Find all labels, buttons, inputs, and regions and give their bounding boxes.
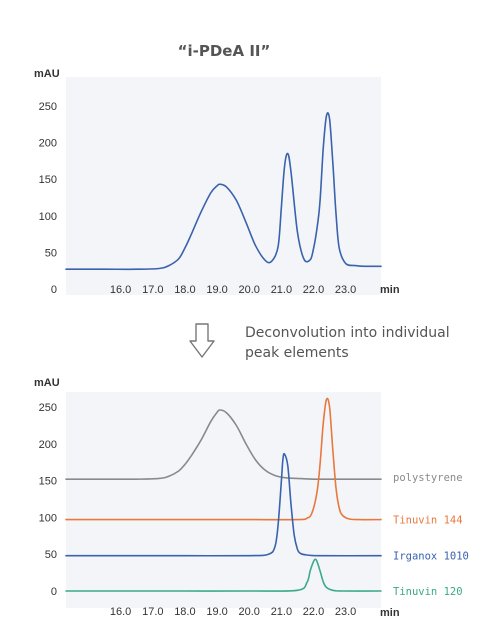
x-tick-label: 23.0 (335, 284, 356, 296)
y-tick-label: 100 (39, 512, 57, 524)
series-label: Irganox 1010 (393, 551, 469, 563)
x-tick-label: 21.0 (271, 606, 292, 618)
x-tick-label: 17.0 (142, 606, 163, 618)
y-tick-label: 150 (39, 174, 57, 186)
series-line (65, 409, 382, 481)
top-x-unit-label: min (380, 284, 400, 296)
x-tick-label: 16.0 (110, 606, 131, 618)
series-line (65, 112, 382, 271)
x-tick-label: 21.0 (271, 284, 292, 296)
annotation-line-2: peak elements (245, 345, 349, 361)
y-tick-label: 200 (39, 439, 57, 451)
x-tick-label: 17.0 (142, 284, 163, 296)
x-tick-label: 19.0 (206, 606, 227, 618)
top-y-ticks: 0 50 100 150 200 250 (39, 101, 57, 296)
bottom-series-labels: polystyrene Tinuvin 144 Irganox 1010 Tinuvi… (393, 472, 469, 598)
down-arrow-icon (189, 323, 215, 358)
bottom-y-unit-label: mAU (34, 377, 60, 389)
annotation-line-1: Deconvolution into individual (245, 325, 450, 341)
x-tick-label: 20.0 (238, 284, 259, 296)
y-tick-label: 100 (39, 211, 57, 223)
series-label: Tinuvin 144 (393, 515, 463, 527)
y-tick-label: 150 (39, 476, 57, 488)
x-tick-label: 20.0 (238, 606, 259, 618)
bottom-x-ticks: 16.0 17.0 18.0 19.0 20.0 21.0 22.0 23.0 (110, 606, 356, 618)
series-label: Tinuvin 120 (393, 586, 463, 598)
y-tick-label: 250 (39, 402, 57, 414)
x-tick-label: 23.0 (335, 606, 356, 618)
y-tick-label: 50 (45, 247, 57, 259)
x-tick-label: 19.0 (206, 284, 227, 296)
y-tick-label: 0 (51, 284, 57, 296)
bottom-plot-area (66, 392, 381, 608)
top-chart-title: “i-PDeA II” (178, 42, 271, 60)
x-tick-label: 16.0 (110, 284, 131, 296)
series-line (65, 452, 382, 557)
bottom-series-lines (65, 397, 382, 592)
series-label: polystyrene (393, 472, 463, 484)
x-tick-label: 22.0 (303, 284, 324, 296)
y-tick-label: 0 (51, 586, 57, 598)
top-y-unit-label: mAU (34, 68, 60, 80)
top-series-lines (65, 112, 382, 271)
x-tick-label: 22.0 (303, 606, 324, 618)
series-line (65, 558, 382, 592)
y-tick-label: 50 (45, 549, 57, 561)
x-tick-label: 18.0 (174, 606, 195, 618)
series-line (65, 397, 382, 521)
x-tick-label: 18.0 (174, 284, 195, 296)
bottom-y-ticks: 0 50 100 150 200 250 (39, 402, 57, 598)
y-tick-label: 200 (39, 138, 57, 150)
bottom-x-unit-label: min (380, 607, 400, 619)
y-tick-label: 250 (39, 101, 57, 113)
top-x-ticks: 16.0 17.0 18.0 19.0 20.0 21.0 22.0 23.0 (110, 284, 356, 296)
